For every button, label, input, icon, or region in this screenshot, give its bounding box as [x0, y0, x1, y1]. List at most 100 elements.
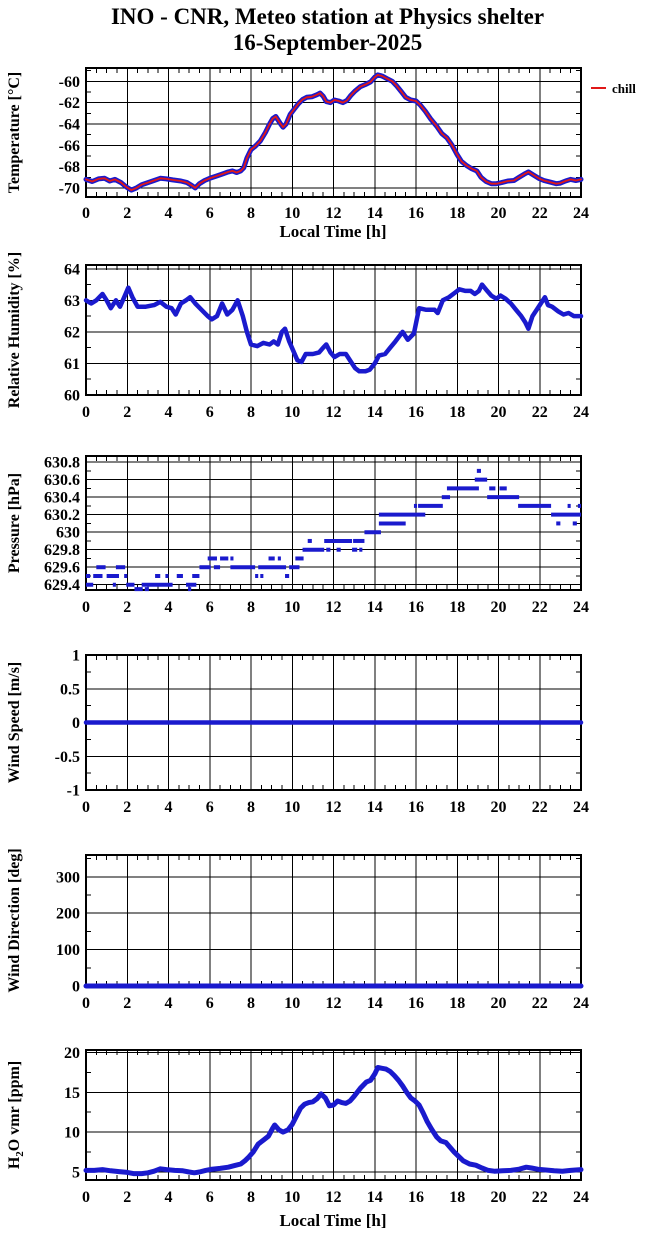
x-tick-label: 12: [326, 799, 342, 816]
y-tick-label: 20: [64, 1045, 80, 1062]
x-tick-label: 4: [165, 995, 173, 1012]
x-tick-label: 18: [449, 995, 465, 1012]
x-tick-label: 24: [573, 205, 589, 222]
y-tick-label: -70: [59, 180, 80, 197]
y-tick-label: 100: [56, 942, 80, 959]
y-axis-label: Relative Humidity [%]: [6, 252, 23, 408]
x-tick-label: 12: [326, 599, 342, 616]
x-tick-label: 10: [284, 599, 300, 616]
plot-frame: [85, 1049, 582, 1181]
x-tick-label: 10: [284, 995, 300, 1012]
x-tick-label: 12: [326, 995, 342, 1012]
y-tick-label: 629.8: [44, 542, 80, 559]
y-axis-label: Pressure [hPa]: [6, 473, 23, 573]
x-tick-label: 6: [206, 799, 214, 816]
x-tick-label: 18: [449, 205, 465, 222]
x-tick-label: 16: [408, 1189, 424, 1206]
y-tick-label: 629.4: [44, 577, 80, 594]
y-tick-label: 200: [56, 906, 80, 923]
y-tick-label: 64: [64, 261, 80, 278]
relative_humidity-series-line: [83, 282, 584, 374]
x-tick-label: 18: [449, 1189, 465, 1206]
x-tick-label: 24: [573, 599, 589, 616]
x-tick-label: 24: [573, 799, 589, 816]
x-tick-label: 22: [532, 205, 548, 222]
plot-frame: [85, 455, 582, 591]
x-tick-label: 2: [123, 205, 131, 222]
x-tick-label: 24: [573, 995, 589, 1012]
x-tick-label: 0: [82, 799, 90, 816]
x-tick-label: 4: [165, 404, 173, 421]
x-tick-label: 20: [491, 599, 507, 616]
x-tick-label: 14: [367, 799, 383, 816]
x-tick-label: 20: [491, 799, 507, 816]
y-tick-label: 60: [64, 388, 80, 405]
legend-chill-label: chill: [612, 81, 636, 96]
x-tick-label: 24: [573, 1189, 589, 1206]
y-axis-label: Wind Direction [deg]: [6, 848, 23, 992]
plot-frame: [85, 67, 582, 198]
x-tick-label: 14: [367, 404, 383, 421]
x-tick-label: 10: [284, 404, 300, 421]
x-tick-label: 2: [123, 1189, 131, 1206]
x-tick-label: 8: [247, 205, 255, 222]
y-tick-label: 300: [56, 869, 80, 886]
x-tick-label: 22: [532, 995, 548, 1012]
x-tick-label: 22: [532, 799, 548, 816]
y-tick-label: -66: [59, 138, 80, 155]
x-tick-label: 8: [247, 995, 255, 1012]
y-tick-label: 10: [64, 1125, 80, 1142]
x-tick-label: 4: [165, 599, 173, 616]
x-tick-label: 2: [123, 404, 131, 421]
x-axis-label: Local Time [h]: [279, 222, 386, 241]
y-tick-label: -0.5: [55, 749, 80, 766]
x-tick-label: 0: [82, 599, 90, 616]
x-tick-label: 18: [449, 799, 465, 816]
x-tick-label: 4: [165, 1189, 173, 1206]
temperature-chart-svg: -60-62-64-66-68-700 2 4 6 8 10 12 14 16 18 20 22 24T…: [6, 67, 636, 241]
grid-lines: [85, 855, 582, 987]
x-tick-label: 20: [491, 1189, 507, 1206]
x-tick-label: 20: [491, 404, 507, 421]
y-tick-label: -68: [59, 159, 80, 176]
y-tick-label: 630.6: [44, 472, 80, 489]
x-tick-label: 10: [284, 799, 300, 816]
y-tick-label: 0: [72, 979, 80, 996]
x-tick-label: 24: [573, 404, 589, 421]
x-tick-label: 14: [367, 599, 383, 616]
y-tick-label: -60: [59, 74, 80, 91]
x-tick-label: 0: [82, 1189, 90, 1206]
y-axis-label: Temperature [°C]: [6, 72, 23, 193]
x-tick-label: 18: [449, 599, 465, 616]
grid-lines: [85, 1050, 582, 1180]
x-tick-label: 6: [206, 599, 214, 616]
y-tick-label: 63: [64, 293, 80, 310]
y-tick-label: 630: [56, 525, 80, 542]
pressure-series: [86, 468, 581, 592]
x-tick-label: 12: [326, 205, 342, 222]
grid-lines: [85, 265, 582, 396]
x-tick-label: 2: [123, 799, 131, 816]
y-tick-label: 5: [72, 1165, 80, 1182]
y-tick-label: 0: [72, 715, 80, 732]
x-tick-label: 8: [247, 404, 255, 421]
x-tick-label: 8: [247, 799, 255, 816]
grid-lines: [85, 456, 582, 590]
x-tick-label: 4: [165, 205, 173, 222]
x-tick-label: 18: [449, 404, 465, 421]
x-tick-label: 6: [206, 205, 214, 222]
y-tick-label: 630.4: [44, 490, 80, 507]
x-tick-label: 10: [284, 1189, 300, 1206]
x-tick-label: 8: [247, 1189, 255, 1206]
x-tick-label: 0: [82, 995, 90, 1012]
x-tick-label: 14: [367, 205, 383, 222]
x-tick-label: 0: [82, 205, 90, 222]
y-tick-label: 1: [72, 648, 80, 665]
y-tick-label: 0.5: [60, 681, 80, 698]
y-tick-label: -64: [59, 116, 80, 133]
